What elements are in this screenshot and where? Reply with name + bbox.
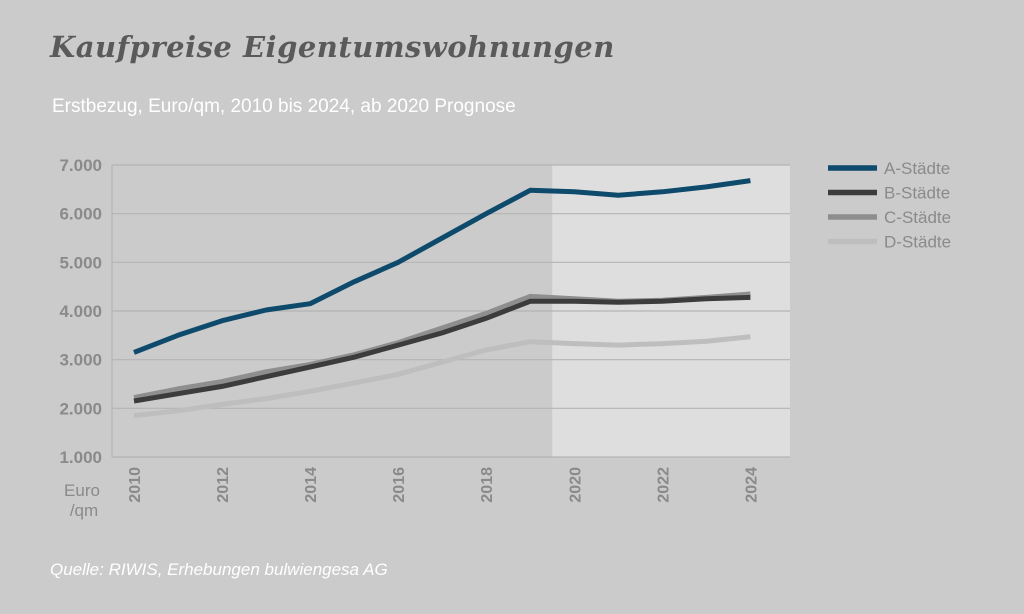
y-tick-label: 6.000 [59,205,102,224]
y-tick-label: 4.000 [59,302,102,321]
x-tick-label: 2022 [655,467,672,503]
y-unit-label-line2: /qm [70,501,98,520]
legend-label: D-Städte [884,233,951,252]
y-unit-label: Euro [64,481,100,500]
chart-subtitle: Erstbezug, Euro/qm, 2010 bis 2024, ab 20… [52,96,516,117]
x-tick-label: 2024 [743,467,760,503]
x-tick-label: 2018 [479,467,496,503]
y-tick-label: 5.000 [59,253,102,272]
series-lines [133,178,751,419]
y-tick-label: 1.000 [59,448,102,467]
series-line-a-st-dte [133,178,751,355]
y-tick-label: 7.000 [59,156,102,175]
y-axis: 1.000 2.000 3.000 4.000 5.000 6.000 7.000 [59,156,102,467]
x-axis: 2010 2012 2014 2016 2018 2020 2022 2024 [127,467,760,503]
y-tick-label: 3.000 [59,351,102,370]
x-tick-label: 2016 [391,467,408,503]
series-line-b-st-dte [133,294,751,404]
legend-label: B-Städte [884,184,950,203]
legend-label: C-Städte [884,208,951,227]
x-tick-label: 2012 [215,467,232,503]
series-line-d-st-dte [133,334,751,419]
x-tick-label: 2010 [127,467,144,503]
x-tick-label: 2020 [567,467,584,503]
chart-title: Kaufpreise Eigentumswohnungen [50,30,615,64]
x-tick-label: 2014 [303,467,320,503]
legend: A-Städte B-Städte C-Städte D-Städte [828,159,951,252]
legend-label: A-Städte [884,159,950,178]
y-tick-label: 2.000 [59,399,102,418]
source-note: Quelle: RIWIS, Erhebungen bulwiengesa AG [50,560,388,579]
